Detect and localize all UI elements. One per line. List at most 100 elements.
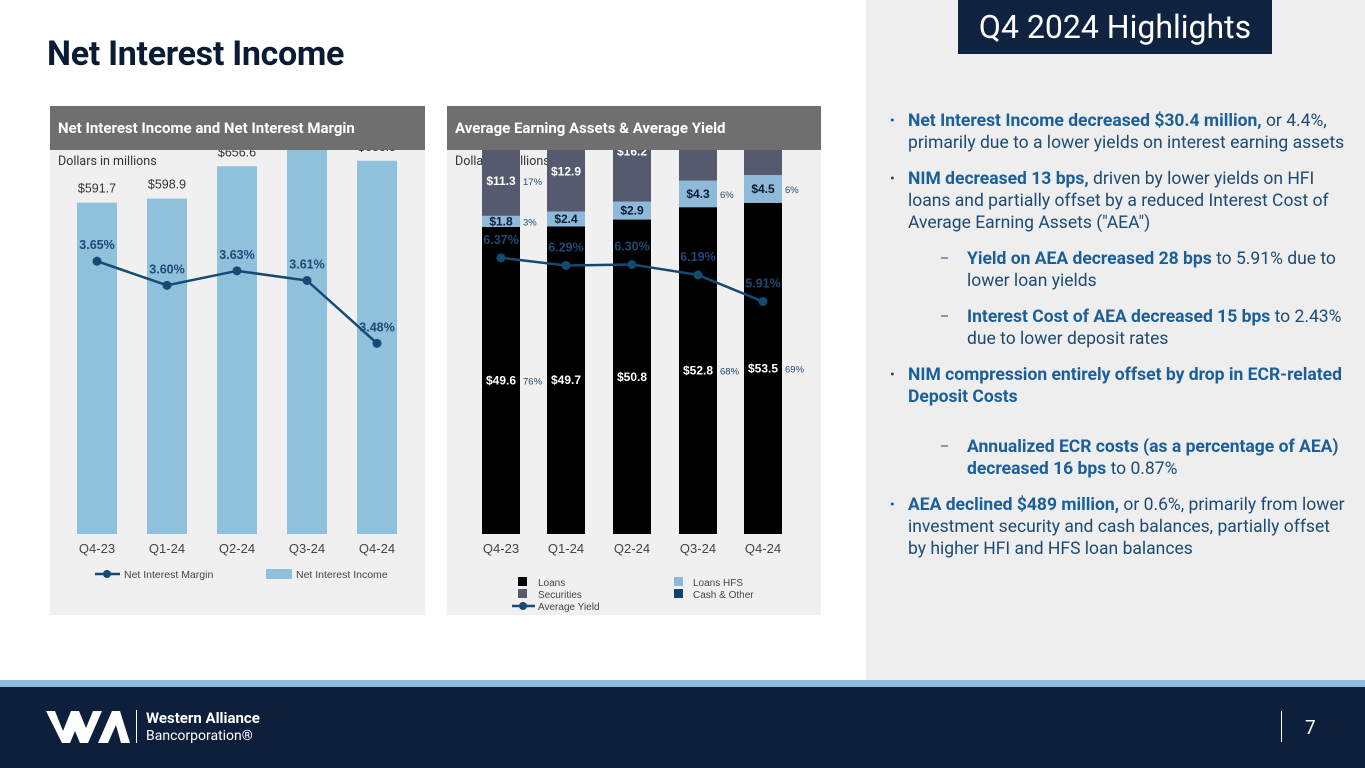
footer xyxy=(0,687,1365,768)
nii-panel-subtitle: Dollars in millions xyxy=(58,154,157,169)
nii-bar xyxy=(147,198,187,534)
mix-percent-label: 76% xyxy=(523,376,543,387)
highlight-bold: AEA declined $489 million, xyxy=(908,495,1120,515)
aea-bar-segment xyxy=(482,215,520,227)
bullet-dot-icon: • xyxy=(890,367,895,383)
x-axis-tick-label: Q3-24 xyxy=(680,541,716,556)
yield-label: 5.91% xyxy=(745,277,780,291)
yield-label: 6.37% xyxy=(483,233,518,247)
aea-segment-label: $2.9 xyxy=(620,204,644,218)
highlight-bold: NIM decreased 13 bps, xyxy=(908,169,1089,189)
legend-cash-other-label: Cash & Other xyxy=(693,590,754,601)
legend-yield-label: Average Yield xyxy=(538,602,600,613)
page-number-divider xyxy=(1281,711,1282,742)
aea-segment-label: $50.8 xyxy=(617,370,647,384)
dash-icon: – xyxy=(940,251,950,267)
x-axis-tick-label: Q1-24 xyxy=(548,541,584,556)
highlight-text: to 0.87% xyxy=(1106,459,1178,479)
highlight-item: • NIM compression entirely offset by dro… xyxy=(890,364,1345,408)
mix-percent-label: 6% xyxy=(720,190,734,201)
mix-percent-label: 3% xyxy=(523,217,537,228)
aea-bar-segment xyxy=(744,150,782,175)
legend-securities-label: Securities xyxy=(538,590,582,601)
nii-panel: Net Interest Income and Net Interest Mar… xyxy=(50,106,425,615)
nim-label: 3.63% xyxy=(219,248,254,262)
aea-segment-label: $4.3 xyxy=(686,187,710,201)
yield-point xyxy=(693,270,703,280)
nii-bar xyxy=(77,202,117,534)
aea-bar-segment xyxy=(679,180,717,208)
legend-nim-marker-icon xyxy=(103,570,111,578)
x-axis-tick-label: Q4-23 xyxy=(79,541,115,556)
highlight-bold: NIM compression entirely offset by drop … xyxy=(908,365,1342,407)
aea-bar-segment xyxy=(744,174,782,203)
mix-percent-label: 68% xyxy=(720,367,740,378)
western-alliance-logo-icon xyxy=(46,711,130,743)
aea-bar-segment xyxy=(613,201,651,220)
nii-chart: $591.7$598.9$656.6$696.9$666.53.65%3.60%… xyxy=(77,150,397,581)
aea-segment-label: $49.7 xyxy=(551,373,581,387)
highlights-list: • Net Interest Income decreased $30.4 mi… xyxy=(890,110,1345,574)
aea-bar-segment xyxy=(482,150,520,216)
legend-cash-other-swatch-icon xyxy=(674,589,683,598)
legend-nii-swatch-icon xyxy=(266,569,292,579)
bullet-dot-icon: • xyxy=(890,497,895,513)
aea-segment-label: $12.9 xyxy=(551,165,581,179)
highlight-subitem: – Interest Cost of AEA decreased 15 bps … xyxy=(890,306,1345,350)
aea-panel-header: Average Earning Assets & Average Yield xyxy=(447,106,821,150)
aea-panel: Average Earning Assets & Average Yield D… xyxy=(447,106,821,615)
aea-segment-label: $4.5 xyxy=(751,182,775,196)
aea-segment-label: $16.2 xyxy=(617,150,647,158)
nim-point xyxy=(92,256,102,266)
x-axis-tick-label: Q4-24 xyxy=(359,541,395,556)
highlight-bold: Net Interest Income decreased $30.4 mill… xyxy=(908,111,1262,131)
bullet-dot-icon: • xyxy=(890,113,895,129)
highlights-background xyxy=(866,0,1365,680)
aea-bar-segment xyxy=(547,150,585,212)
nii-bar-label: $666.5 xyxy=(358,150,396,154)
nim-point xyxy=(162,280,172,290)
highlight-subitem: – Annualized ECR costs (as a percentage … xyxy=(890,436,1345,480)
aea-segment-label: $52.8 xyxy=(683,364,713,378)
footer-stripe xyxy=(0,680,1365,687)
aea-bar-segment xyxy=(482,226,520,534)
nim-point xyxy=(372,338,382,348)
x-axis-tick-label: Q4-23 xyxy=(483,541,519,556)
nim-point xyxy=(232,266,242,276)
aea-segment-label: $2.4 xyxy=(554,212,578,226)
highlight-text: or 0.6%, primarily from lower investment… xyxy=(908,495,1345,559)
x-axis-tick-label: Q2-24 xyxy=(614,541,650,556)
mix-percent-label: 17% xyxy=(523,177,543,188)
nii-panel-header: Net Interest Income and Net Interest Mar… xyxy=(50,106,425,150)
legend-nim-label: Net Interest Margin xyxy=(124,569,213,581)
page-title: Net Interest Income xyxy=(47,34,345,74)
yield-label: 6.30% xyxy=(614,240,649,254)
x-axis-tick-label: Q4-24 xyxy=(745,541,781,556)
highlight-text: driven by lower yields on HFI loans and … xyxy=(908,169,1329,233)
yield-point xyxy=(758,297,768,307)
aea-bar-segment xyxy=(613,150,651,202)
bullet-dot-icon: • xyxy=(890,171,895,187)
legend-loans-swatch-icon xyxy=(518,577,527,586)
yield-point xyxy=(496,253,506,263)
aea-segment-label: $53.5 xyxy=(748,361,778,375)
mix-percent-label: 6% xyxy=(785,185,799,196)
nim-label: 3.65% xyxy=(79,238,114,252)
yield-label: 6.19% xyxy=(680,250,715,264)
nii-bar-label: $656.6 xyxy=(218,150,256,159)
highlight-bold: Interest Cost of AEA decreased 15 bps xyxy=(967,307,1271,327)
nim-label: 3.48% xyxy=(359,320,394,334)
aea-bar-segment xyxy=(547,211,585,227)
nim-label: 3.60% xyxy=(149,262,184,276)
nii-bar xyxy=(217,166,257,534)
aea-segment-label: $1.8 xyxy=(489,214,513,228)
legend-loans-label: Loans xyxy=(538,578,565,589)
dash-icon: – xyxy=(940,309,950,325)
x-axis-tick-label: Q3-24 xyxy=(289,541,325,556)
x-axis-tick-label: Q1-24 xyxy=(149,541,185,556)
aea-bar-segment xyxy=(679,150,717,181)
aea-bar-segment xyxy=(613,219,651,534)
aea-chart: $49.6$1.8$11.3$2.6$65.3Q4-23$49.7$2.4$12… xyxy=(482,150,805,613)
legend-securities-swatch-icon xyxy=(518,589,527,598)
nii-bar xyxy=(287,150,327,534)
